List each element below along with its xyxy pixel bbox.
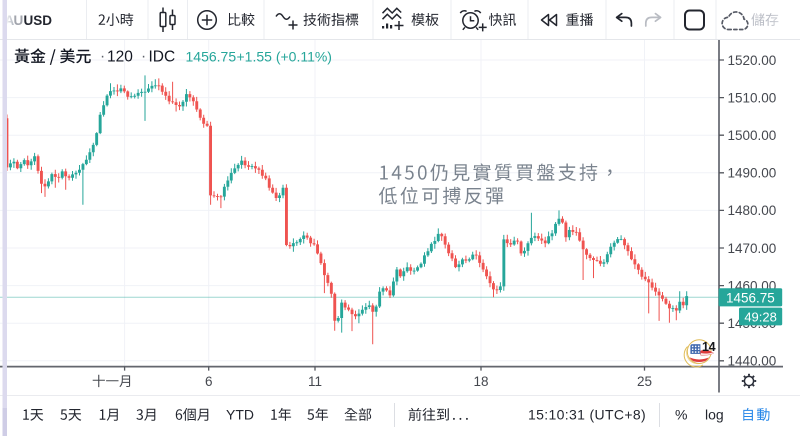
svg-text:1456.75: 1456.75 [186,49,237,65]
svg-text:1520.00: 1520.00 [728,53,777,68]
svg-text:25: 25 [637,374,652,389]
svg-text:IDC: IDC [149,49,176,66]
svg-text:6: 6 [205,374,213,389]
svg-text:1456.75: 1456.75 [726,291,775,306]
svg-text:USD: USD [24,13,53,28]
svg-text:11: 11 [308,374,322,389]
svg-text:1440.00: 1440.00 [728,354,777,369]
svg-text:·: · [100,48,105,65]
svg-text:14: 14 [702,340,716,354]
svg-text:+1.55 (+0.11%): +1.55 (+0.11%) [237,49,332,65]
svg-text:1490.00: 1490.00 [728,166,777,181]
svg-text:1500.00: 1500.00 [728,128,777,143]
svg-text:1470.00: 1470.00 [728,241,777,256]
svg-text:18: 18 [473,374,488,389]
svg-text:log: log [705,407,724,423]
svg-text:49:28: 49:28 [744,309,777,324]
svg-text:120: 120 [107,49,133,66]
svg-text:15:10:31 (UTC+8): 15:10:31 (UTC+8) [528,407,646,423]
svg-text:%: % [675,407,687,423]
svg-text:YTD: YTD [226,407,254,423]
svg-text:U: U [14,13,24,28]
svg-text:·: · [141,48,146,65]
svg-text:1510.00: 1510.00 [728,90,777,105]
svg-text:1480.00: 1480.00 [728,203,777,218]
